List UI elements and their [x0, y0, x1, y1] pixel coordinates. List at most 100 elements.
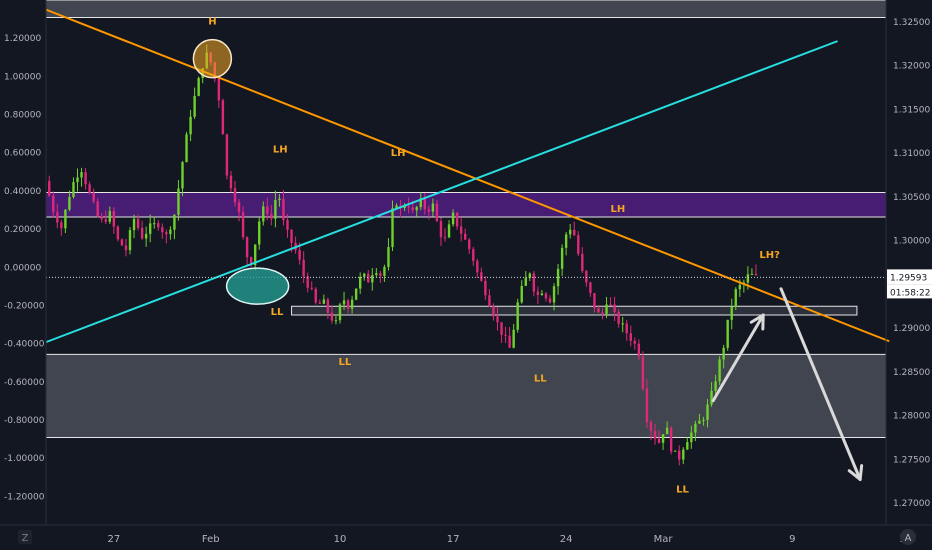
candle-body [80, 172, 83, 178]
candle-body [367, 273, 370, 283]
candle-body [108, 211, 112, 222]
candle-body [577, 235, 580, 254]
candle-body [64, 209, 67, 229]
z-toggle-bg [18, 530, 32, 544]
candle-body [714, 381, 717, 391]
auto-scale-button[interactable]: A [900, 529, 916, 545]
auto-scale-label: A [905, 533, 912, 544]
candle-body [472, 249, 475, 261]
candle-body [221, 100, 225, 135]
candles-layer [48, 44, 758, 466]
right-axis-tick-label: 1.28000 [893, 412, 930, 422]
candle-body [330, 312, 334, 321]
left-axis-tick-label: 0.60000 [4, 149, 41, 159]
pattern-label-ll: LL [271, 307, 284, 318]
candle-body [423, 198, 427, 210]
candle-body [68, 197, 71, 210]
candle-body [403, 206, 406, 209]
candle-body [746, 274, 750, 283]
countdown-value: 01:58:22 [890, 288, 930, 298]
candle-body [524, 277, 527, 286]
x-axis-tick-label: 27 [107, 534, 120, 545]
candle-body [286, 220, 289, 230]
right-axis-tick-label: 1.29000 [893, 324, 930, 334]
support-grey-zone [46, 354, 886, 438]
candle-body [136, 218, 140, 228]
candle-body [249, 257, 253, 266]
candle-body [601, 312, 604, 314]
candle-body [625, 323, 628, 334]
candle-body [593, 293, 596, 309]
candle-body [233, 188, 237, 203]
candle-body [173, 214, 176, 230]
candle-body [556, 268, 560, 287]
left-axis-tick-label: -1.00000 [4, 454, 45, 464]
candle-body [379, 273, 382, 276]
candle-body [750, 273, 754, 275]
candle-body [710, 390, 713, 405]
candle-body [581, 253, 584, 271]
candle-body [241, 212, 245, 238]
candle-body [229, 175, 233, 189]
candle-body [548, 298, 552, 303]
candle-body [52, 195, 55, 213]
candle-body [60, 222, 63, 229]
pattern-label-ll: LL [534, 374, 547, 385]
candle-body [96, 201, 99, 217]
candle-body [463, 233, 467, 240]
candle-body [480, 272, 483, 281]
candle-body [148, 223, 152, 234]
candle-body [92, 192, 95, 202]
candle-body [128, 230, 132, 251]
pattern-label-lh: LH [610, 204, 625, 215]
candle-body [290, 229, 293, 243]
candle-body [690, 432, 693, 443]
candle-body [439, 221, 443, 238]
left-axis-tick-label: -0.40000 [4, 340, 45, 350]
right-axis-tick-label: 1.28500 [893, 368, 930, 378]
candle-body [415, 207, 418, 211]
right-axis-tick-label: 1.30500 [893, 193, 930, 203]
x-axis-tick-label: Feb [202, 534, 220, 545]
uptrend-line [45, 40, 838, 344]
candle-body [298, 249, 301, 260]
candle-body [451, 212, 455, 225]
left-axis-tick-label: -1.20000 [4, 492, 45, 502]
candle-body [653, 430, 657, 439]
candle-body [564, 234, 568, 248]
candle-body [181, 162, 184, 189]
top-grey-zone [46, 0, 886, 18]
x-axis-tick-label: 17 [447, 534, 460, 545]
candle-body [193, 95, 196, 117]
z-toggle-button[interactable]: Z [18, 530, 32, 544]
candle-body [282, 198, 285, 221]
peak-circle [192, 38, 233, 79]
candle-body [649, 422, 653, 431]
candle-body [722, 347, 725, 360]
candle-body [633, 340, 637, 344]
low-circle [225, 267, 290, 305]
candle-body [754, 273, 758, 275]
candle-body [278, 198, 281, 200]
candle-body [508, 335, 511, 348]
candle-body [500, 322, 503, 335]
candle-body [116, 226, 120, 240]
candle-body [334, 320, 338, 322]
candle-body [354, 288, 358, 300]
candle-body [645, 388, 649, 423]
candle-body [185, 134, 188, 163]
left-axis-tick-label: 0.20000 [4, 225, 41, 235]
candle-body [617, 312, 620, 324]
candle-body [516, 302, 519, 330]
candle-body [391, 208, 394, 248]
candle-body [597, 308, 600, 313]
candle-body [120, 239, 124, 246]
candle-body [177, 188, 180, 215]
left-axis-tick-label: 0.80000 [4, 111, 41, 121]
candle-body [84, 172, 87, 185]
candle-body [552, 286, 556, 303]
z-toggle-label: Z [22, 533, 29, 544]
candle-body [326, 299, 330, 313]
candle-body [447, 224, 451, 238]
candle-body [157, 223, 160, 228]
